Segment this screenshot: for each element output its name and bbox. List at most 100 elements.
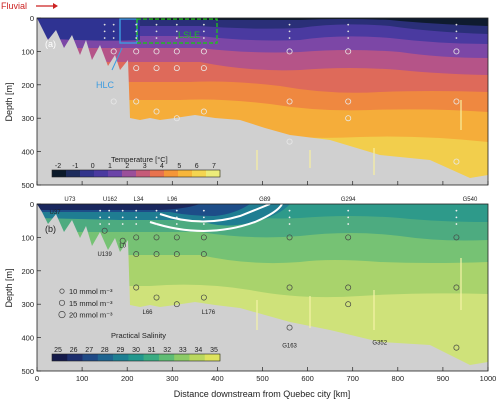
surface-sample [155, 209, 158, 212]
panel-a-axes: 0 100 200 300 400 500 [21, 14, 489, 190]
sample-circle [173, 65, 180, 72]
sample-circle [345, 234, 352, 241]
surface-sample [347, 223, 350, 225]
colorbar-tick-label: 7 [212, 163, 216, 170]
sample-circle [133, 284, 140, 291]
surface-sample [202, 30, 205, 33]
surface-sample [455, 30, 458, 33]
sample-circle [453, 284, 460, 291]
sample-circle [133, 234, 140, 241]
surface-sample [121, 223, 124, 225]
colorbar-tick-label: 28 [101, 347, 109, 354]
colorbar-swatch [158, 354, 175, 361]
panel-a-station-columns [256, 100, 462, 175]
surface-sample [288, 37, 291, 39]
legend-marker [59, 288, 65, 294]
sample-circle [133, 98, 140, 105]
x-tick-label: 900 [437, 374, 450, 383]
sample-circle [200, 65, 207, 72]
sample-circle [173, 115, 180, 122]
y-tick-label: 400 [21, 334, 34, 343]
surface-sample [455, 209, 458, 212]
panel-a: LSLE HLC (a) 0 100 200 300 400 500 -2 -1 0 1 2 3 4 5… [4, 14, 489, 190]
temperature-colorbar: -2 -1 0 1 2 3 4 5 6 7 [51, 163, 221, 178]
panel-b-station-labels: U73 U162 L34 L96 G89 G294 G540 U37 U139 L0 L66 L176… [50, 197, 478, 350]
surface-sample [347, 209, 350, 212]
x-tick-label: 400 [211, 374, 224, 383]
sample-circle [286, 324, 293, 331]
y-tick-label: 0 [30, 200, 34, 209]
sample-circle [200, 251, 207, 258]
sample-circle [173, 301, 180, 308]
y-tick-label: 100 [21, 233, 34, 242]
station-label: U162 [103, 197, 118, 203]
nutrient-legend: 10 mmol m⁻³ 15 mmol m⁻³ 20 mmol m⁻³ [58, 287, 113, 320]
surface-sample [121, 209, 124, 212]
colorbar-tick-label: 35 [210, 347, 218, 354]
colorbar-swatch [174, 354, 190, 361]
surface-sample [202, 216, 205, 219]
legend-label: 15 mmol m⁻³ [69, 299, 113, 308]
surface-sample [121, 216, 124, 219]
station-label: G163 [282, 344, 297, 350]
surface-sample [135, 30, 138, 33]
sample-circle [173, 234, 180, 241]
y-tick-label: 0 [30, 14, 34, 23]
sample-circle [286, 48, 293, 55]
hlc-pointer [111, 47, 123, 71]
fluvial-arrow-icon [36, 3, 58, 9]
surface-sample [455, 223, 458, 225]
sample-circle [153, 48, 160, 55]
surface-sample [288, 30, 291, 33]
sample-circle [345, 284, 352, 291]
x-tick-label: 1000 [480, 374, 497, 383]
colorbar-tick-label: 2 [125, 163, 129, 170]
panel-b-field [37, 204, 488, 371]
colorbar-tick-label: 31 [148, 347, 156, 354]
station-label: L176 [202, 310, 216, 316]
surface-sample [455, 216, 458, 219]
sample-circle [200, 108, 207, 115]
surface-sample [135, 223, 138, 225]
surface-sample [202, 209, 205, 212]
station-label: G352 [372, 340, 387, 346]
colorbar-swatch [143, 354, 160, 361]
y-tick-label: 200 [21, 267, 34, 276]
colorbar-tick-label: 3 [143, 163, 147, 170]
x-tick-label: 700 [346, 374, 359, 383]
sample-circle [286, 234, 293, 241]
y-tick-label: 200 [21, 81, 34, 90]
colorbar-frame [51, 169, 221, 178]
surface-sample [103, 30, 106, 33]
surface-sample [175, 209, 178, 212]
legend-label: 20 mmol m⁻³ [69, 311, 113, 320]
colorbar-swatch [128, 354, 144, 361]
panel-b-tag: (b) [45, 224, 56, 234]
surface-sample [155, 30, 158, 33]
colorbar-swatch [80, 170, 95, 177]
station-label: L66 [142, 310, 153, 316]
surface-sample [112, 37, 115, 39]
colorbar-swatch [113, 354, 129, 361]
sample-circle [453, 234, 460, 241]
legend-label: 10 mmol m⁻³ [69, 287, 113, 296]
surface-sample [99, 216, 102, 219]
y-tick-label: 300 [21, 300, 34, 309]
salinity-colorbar-title: Practical Salinity [111, 331, 166, 340]
colorbar-tick-label: 4 [160, 163, 164, 170]
panel-a-circles [103, 23, 460, 165]
colorbar-tick-label: 1 [108, 163, 112, 170]
salinity-colorbar: 25 26 27 28 29 30 31 32 33 34 35 [51, 347, 221, 362]
colorbar-swatch [178, 170, 193, 177]
colorbar-tick-label: 33 [179, 347, 187, 354]
x-tick-label: 0 [35, 374, 39, 383]
surface-sample [202, 23, 205, 26]
sample-circle [345, 301, 352, 308]
x-tick-label: 500 [256, 374, 269, 383]
panel-b-circles [99, 209, 460, 351]
colorbar-swatch [122, 170, 137, 177]
colorbar-swatch [108, 170, 123, 177]
sample-circle [286, 284, 293, 291]
